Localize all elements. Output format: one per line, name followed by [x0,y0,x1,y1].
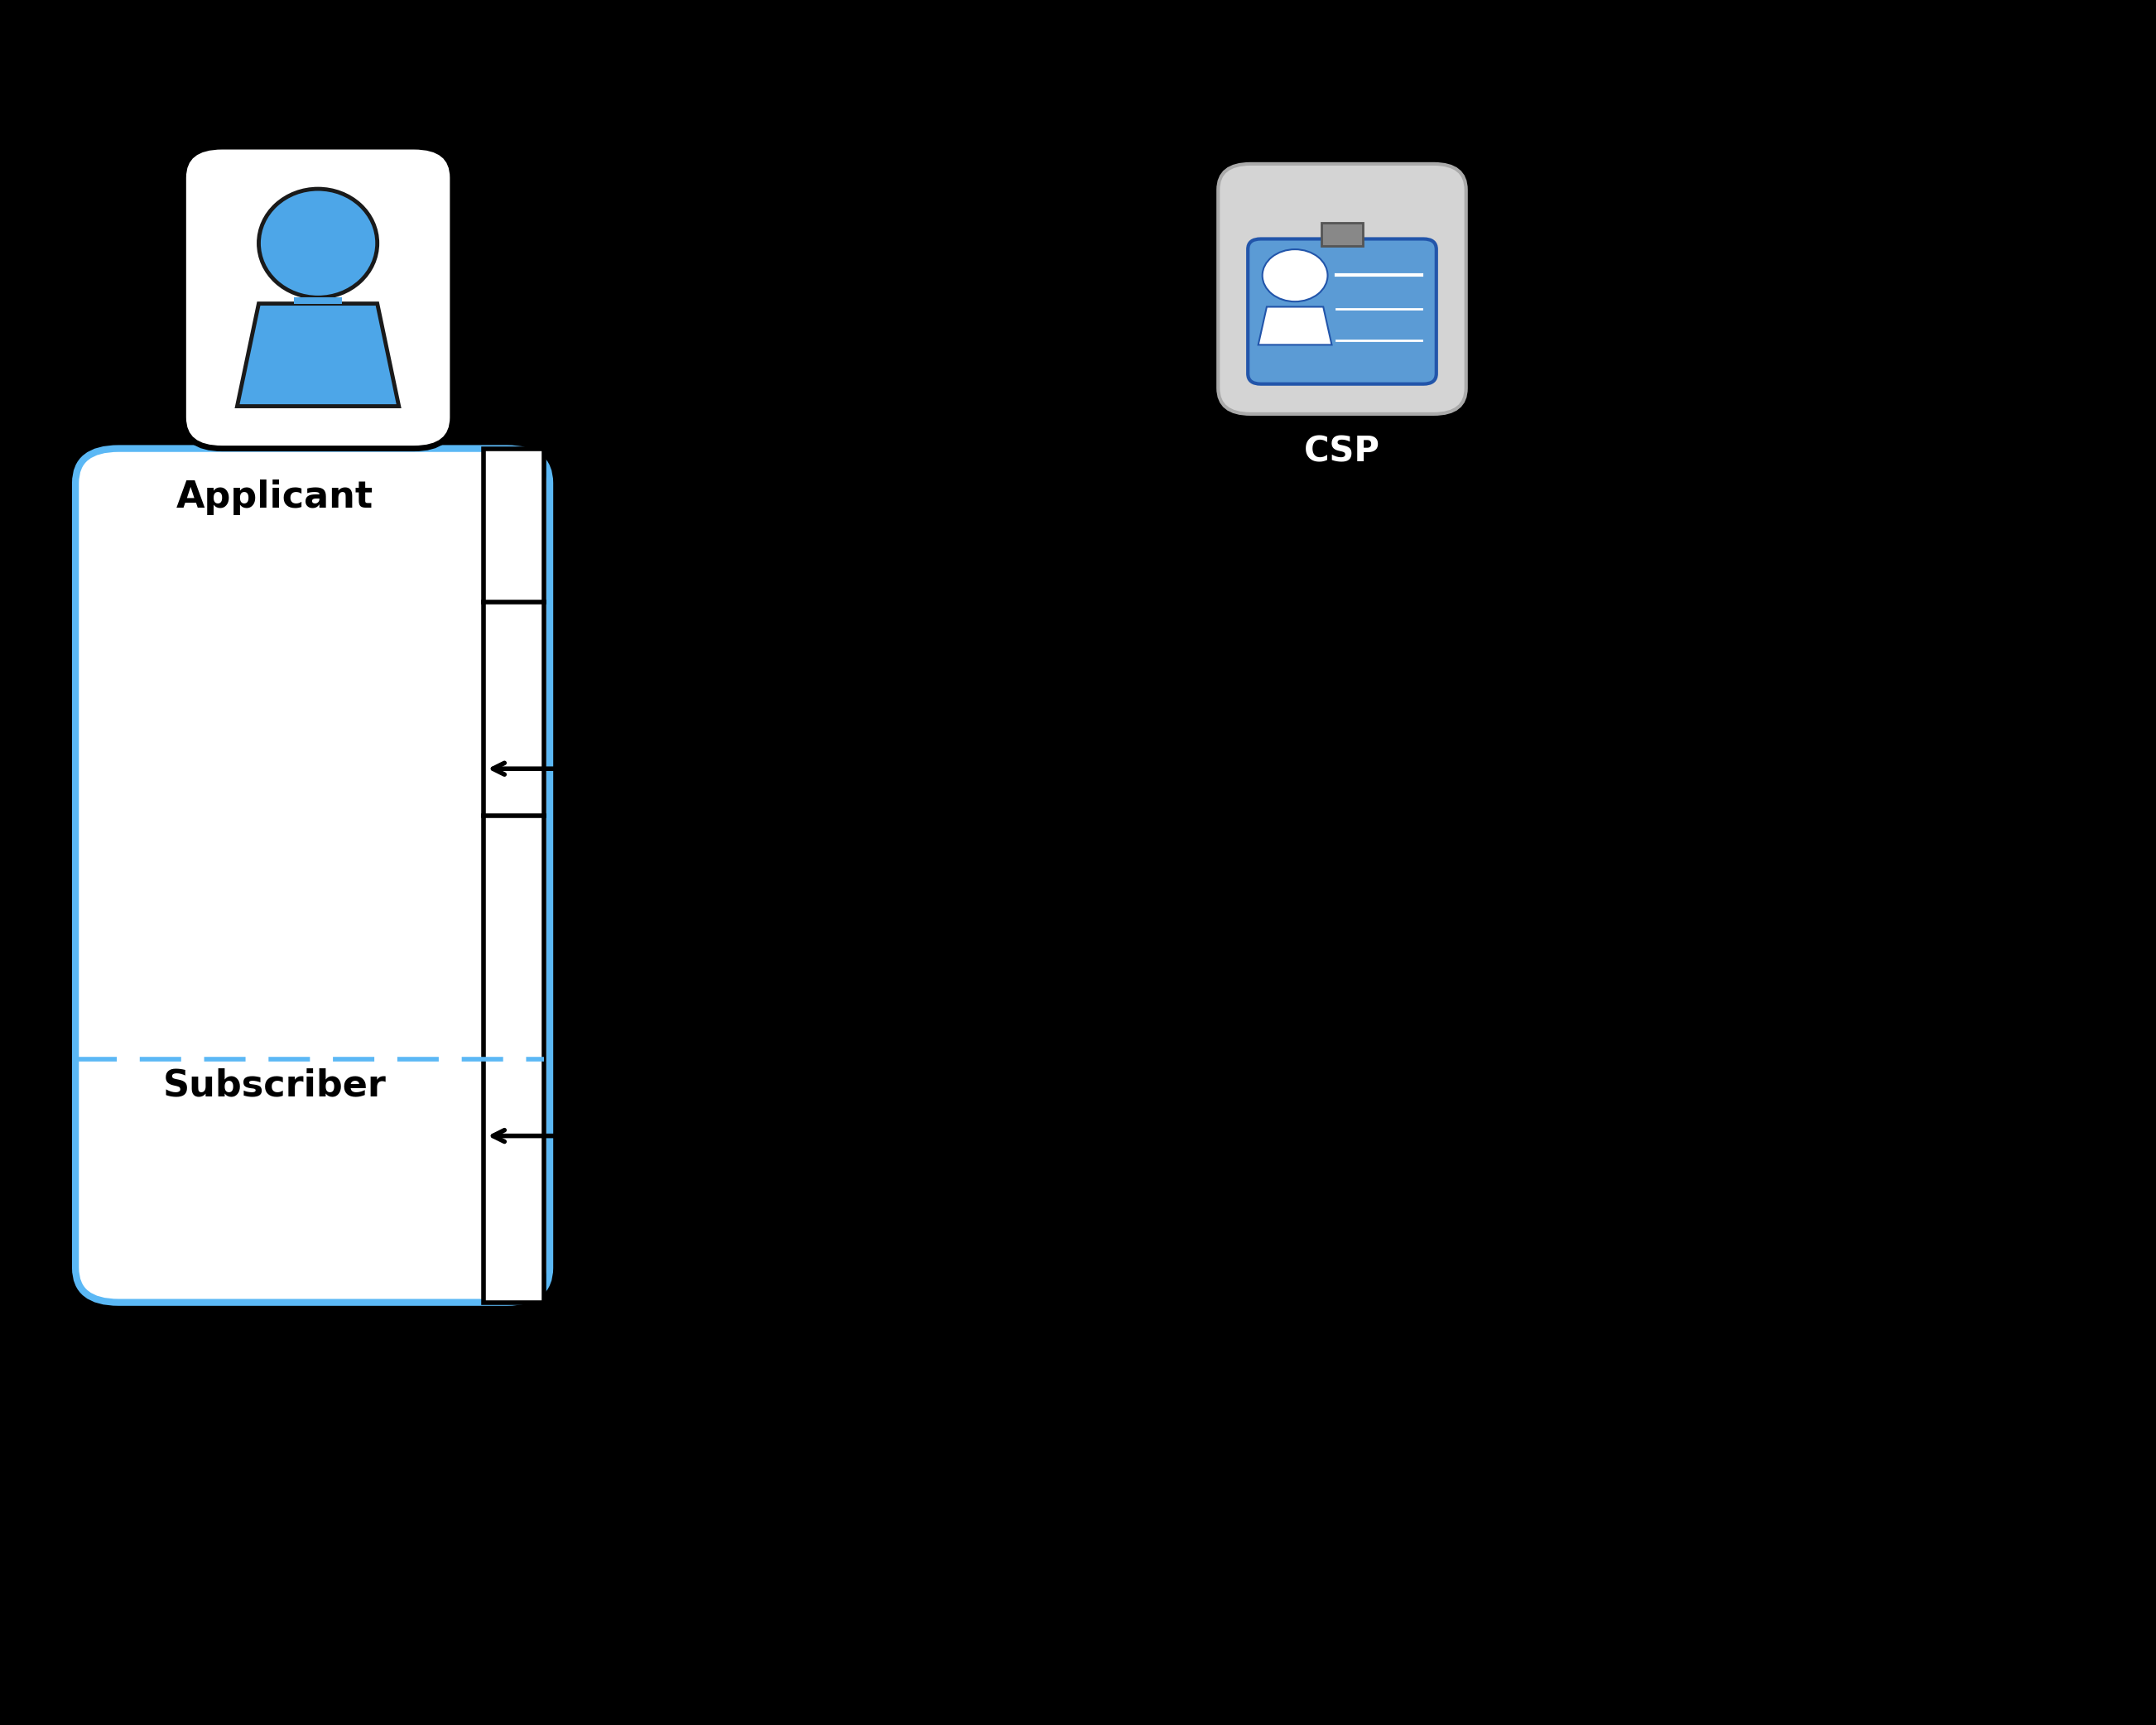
Polygon shape [237,304,399,407]
FancyBboxPatch shape [1248,240,1436,385]
FancyBboxPatch shape [1218,164,1466,414]
FancyBboxPatch shape [75,448,550,1302]
Text: Subject: Subject [246,469,390,504]
Text: CSP: CSP [1304,435,1380,469]
Ellipse shape [259,188,377,297]
FancyBboxPatch shape [183,147,453,448]
Text: Subscriber: Subscriber [164,1068,386,1104]
Polygon shape [293,297,343,304]
Polygon shape [1259,307,1332,345]
Text: Applicant: Applicant [177,480,373,516]
Circle shape [1263,250,1328,302]
Bar [1322,223,1363,245]
Bar [483,448,543,1302]
